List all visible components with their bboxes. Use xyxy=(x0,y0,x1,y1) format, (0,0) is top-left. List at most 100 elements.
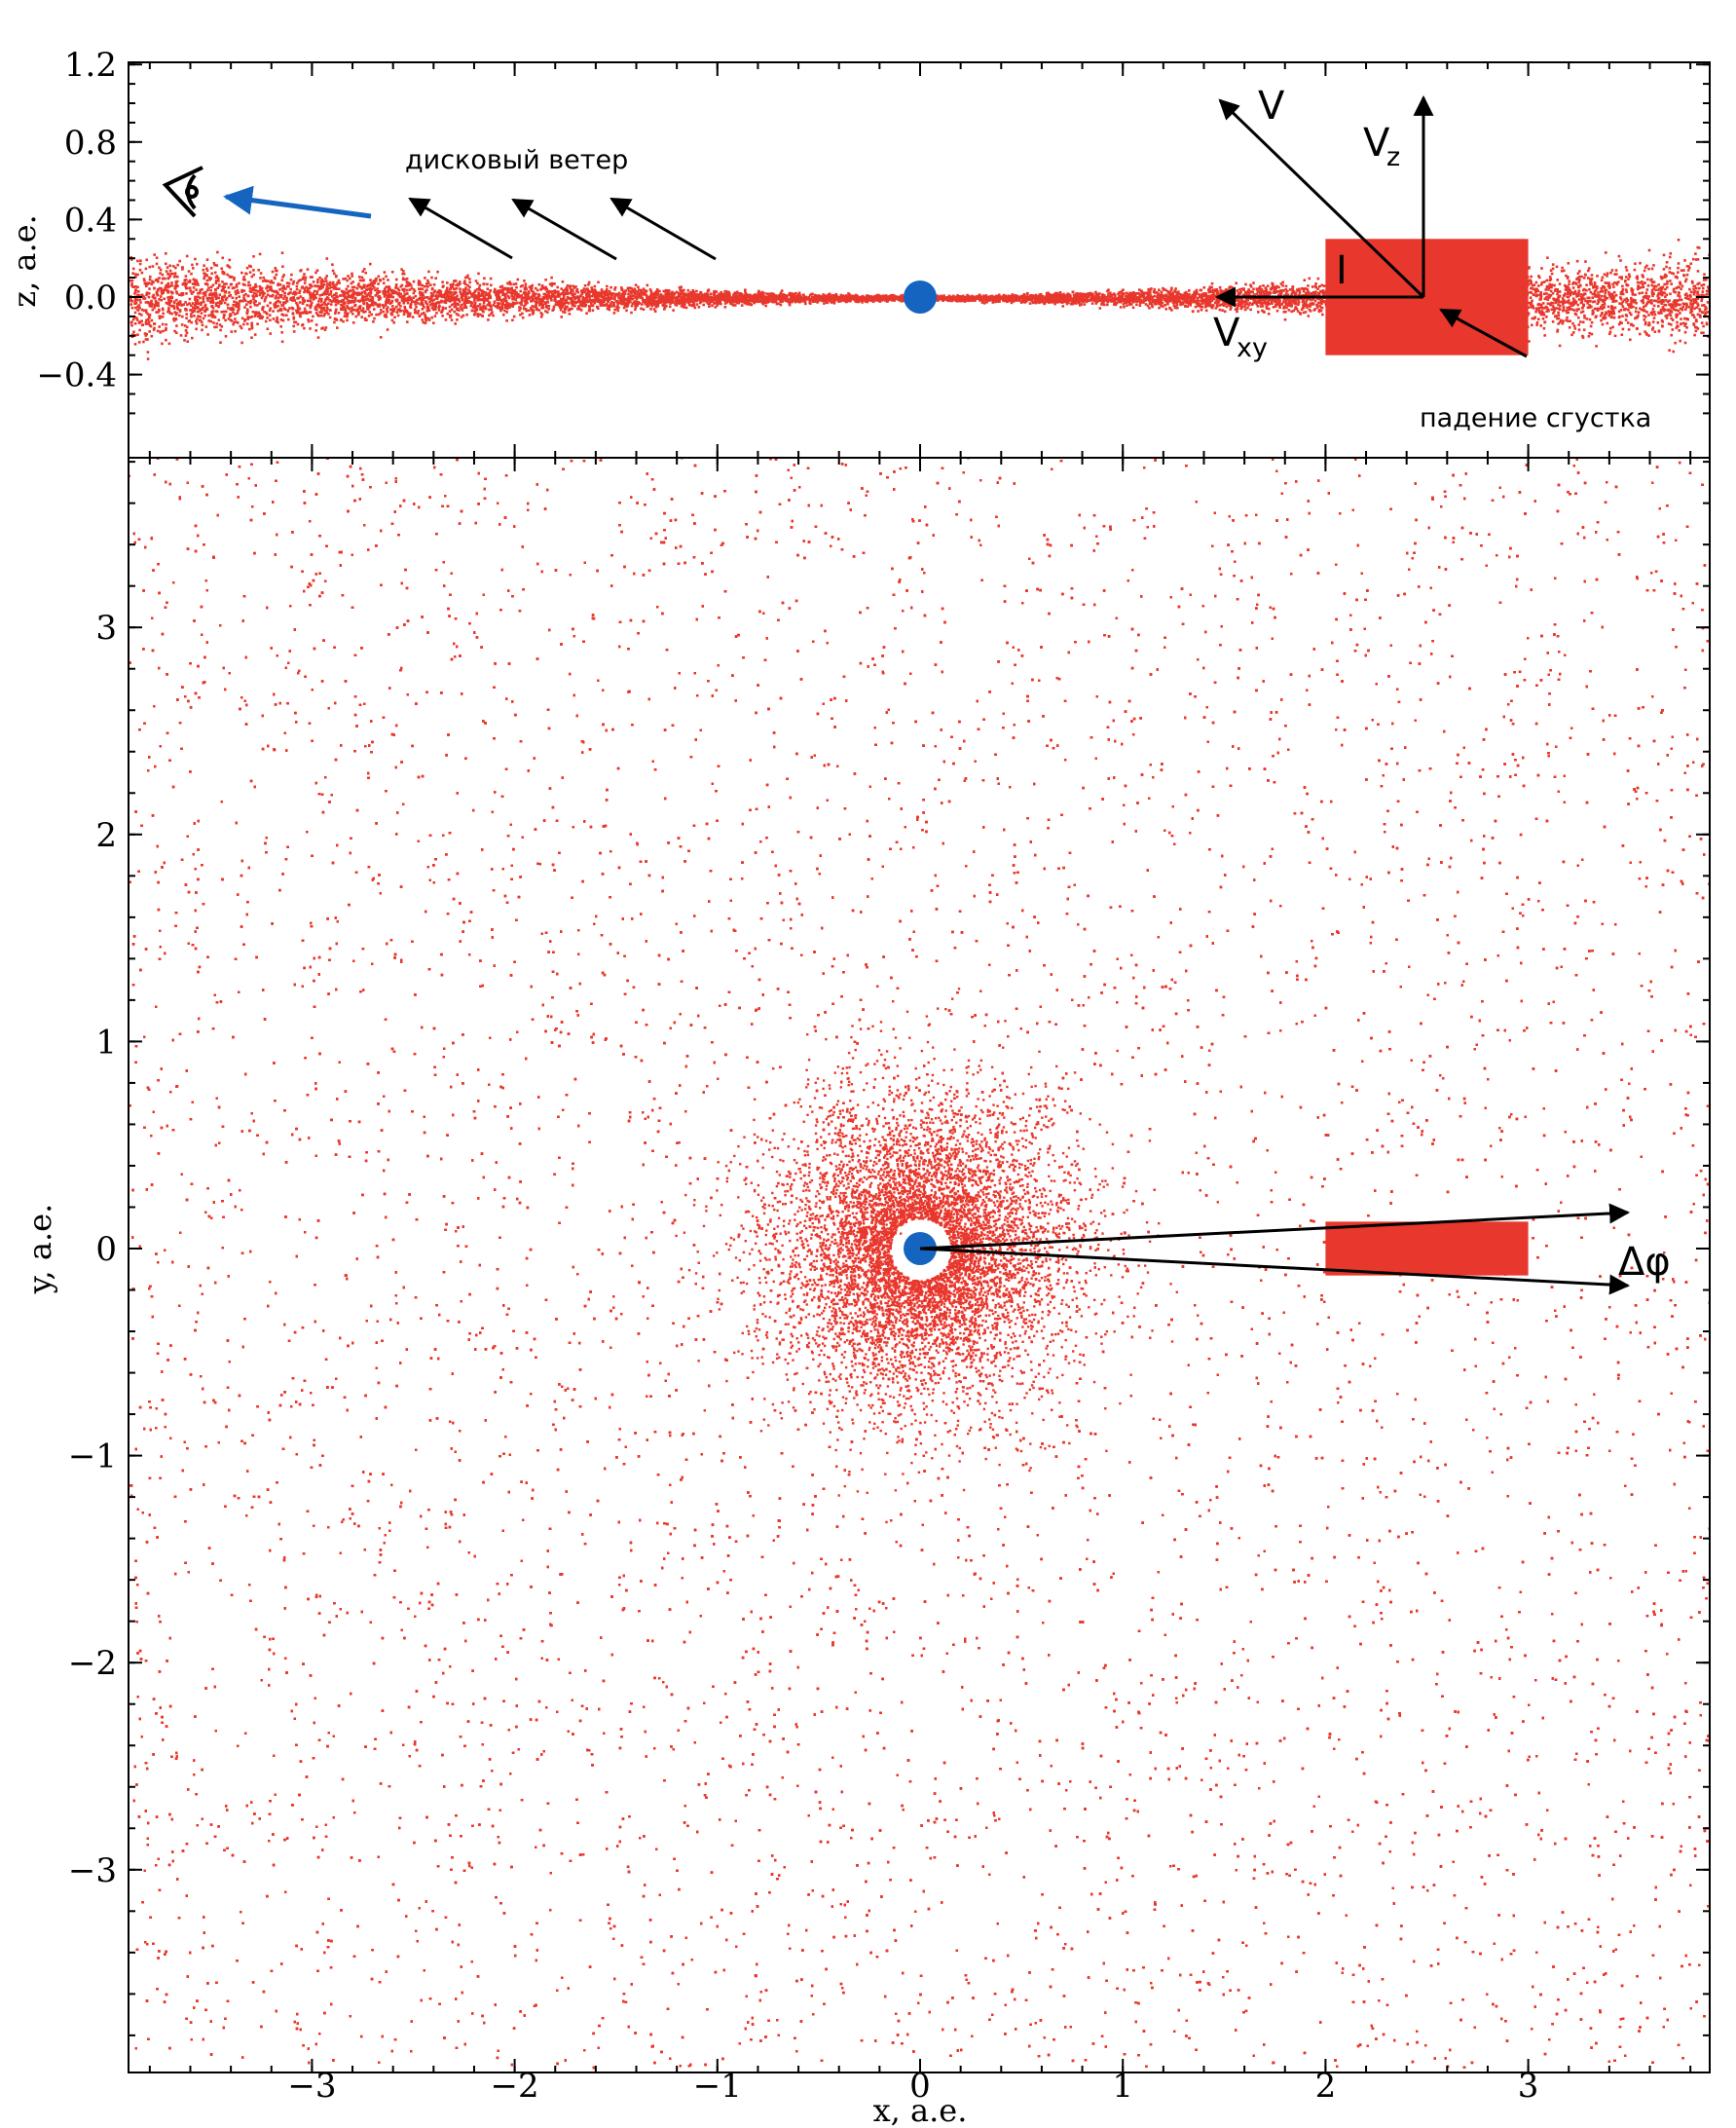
side-point xyxy=(1271,286,1274,290)
side-point xyxy=(268,288,272,291)
side-point xyxy=(377,275,381,279)
side-point xyxy=(1698,314,1702,317)
side-point xyxy=(158,298,161,301)
side-point xyxy=(423,284,426,288)
side-point xyxy=(1232,289,1236,292)
side-point xyxy=(991,301,995,304)
side-point xyxy=(422,312,425,315)
side-point xyxy=(1530,275,1533,279)
side-point xyxy=(1644,296,1648,300)
side-point xyxy=(1140,291,1144,294)
side-point xyxy=(195,321,199,325)
side-point xyxy=(142,340,145,344)
side-point xyxy=(306,304,309,307)
side-point xyxy=(503,287,506,291)
side-point xyxy=(191,302,195,305)
side-point xyxy=(702,299,706,303)
side-point xyxy=(325,275,328,278)
side-point xyxy=(317,300,320,303)
side-point xyxy=(631,288,635,292)
side-point xyxy=(252,297,255,300)
side-point xyxy=(495,293,498,297)
side-point xyxy=(1671,318,1675,321)
side-point xyxy=(394,283,398,286)
side-point xyxy=(630,311,633,315)
side-point xyxy=(1583,316,1586,319)
side-point xyxy=(170,281,173,284)
side-point xyxy=(394,298,398,302)
side-point xyxy=(1692,291,1696,294)
side-point xyxy=(397,293,400,297)
side-point xyxy=(1692,287,1695,291)
side-point xyxy=(358,291,361,295)
side-point xyxy=(1600,318,1603,322)
side-point xyxy=(430,276,433,280)
side-point xyxy=(665,304,668,308)
side-point xyxy=(1695,306,1699,309)
side-point xyxy=(329,289,333,293)
side-point xyxy=(675,290,678,294)
side-point xyxy=(269,307,272,310)
side-point xyxy=(456,318,459,321)
side-point xyxy=(303,326,306,330)
side-point xyxy=(1570,333,1573,337)
side-point xyxy=(1650,313,1654,317)
side-point xyxy=(1080,303,1084,306)
side-point xyxy=(512,315,516,318)
side-point xyxy=(1158,288,1161,291)
side-point xyxy=(269,332,272,335)
side-point xyxy=(1247,304,1250,307)
side-point xyxy=(567,302,571,305)
side-point xyxy=(214,281,218,284)
side-point xyxy=(323,299,327,302)
side-point xyxy=(1317,292,1321,296)
side-point xyxy=(350,289,352,292)
side-point xyxy=(1202,286,1206,289)
side-point xyxy=(1251,297,1255,301)
side-point xyxy=(1317,309,1321,312)
side-point xyxy=(136,305,139,309)
side-point xyxy=(275,273,278,277)
side-point xyxy=(1283,317,1287,321)
side-point xyxy=(144,301,148,304)
side-point xyxy=(634,289,638,293)
side-point xyxy=(1608,330,1612,334)
side-point xyxy=(1303,279,1307,281)
side-point xyxy=(134,276,137,279)
side-point xyxy=(1607,305,1610,309)
side-point xyxy=(1618,320,1622,324)
side-point xyxy=(1666,285,1669,289)
side-point xyxy=(186,303,189,307)
side-point xyxy=(1581,320,1585,324)
side-point xyxy=(1168,300,1171,303)
side-point xyxy=(636,296,640,299)
side-point xyxy=(1691,298,1695,301)
side-point xyxy=(344,310,348,313)
side-point xyxy=(1564,285,1568,288)
side-point xyxy=(266,304,270,308)
side-point xyxy=(560,297,563,301)
side-point xyxy=(370,313,373,317)
side-point xyxy=(496,306,499,310)
side-point xyxy=(455,283,458,287)
side-point xyxy=(418,297,422,301)
side-point xyxy=(1613,300,1616,303)
side-point xyxy=(1106,289,1109,293)
side-point xyxy=(803,300,807,303)
side-point xyxy=(193,315,196,317)
side-point xyxy=(285,296,288,300)
side-point xyxy=(158,325,161,328)
side-point xyxy=(1563,293,1567,297)
side-point xyxy=(222,295,226,299)
side-point xyxy=(562,310,565,314)
side-point xyxy=(172,300,176,303)
side-point xyxy=(1245,302,1248,305)
side-point xyxy=(392,307,396,311)
side-point xyxy=(453,305,457,309)
side-point xyxy=(275,319,277,323)
side-point xyxy=(1645,302,1648,306)
side-point xyxy=(190,304,193,308)
side-point xyxy=(1319,290,1322,293)
side-point xyxy=(269,301,272,305)
side-point xyxy=(1706,301,1710,304)
